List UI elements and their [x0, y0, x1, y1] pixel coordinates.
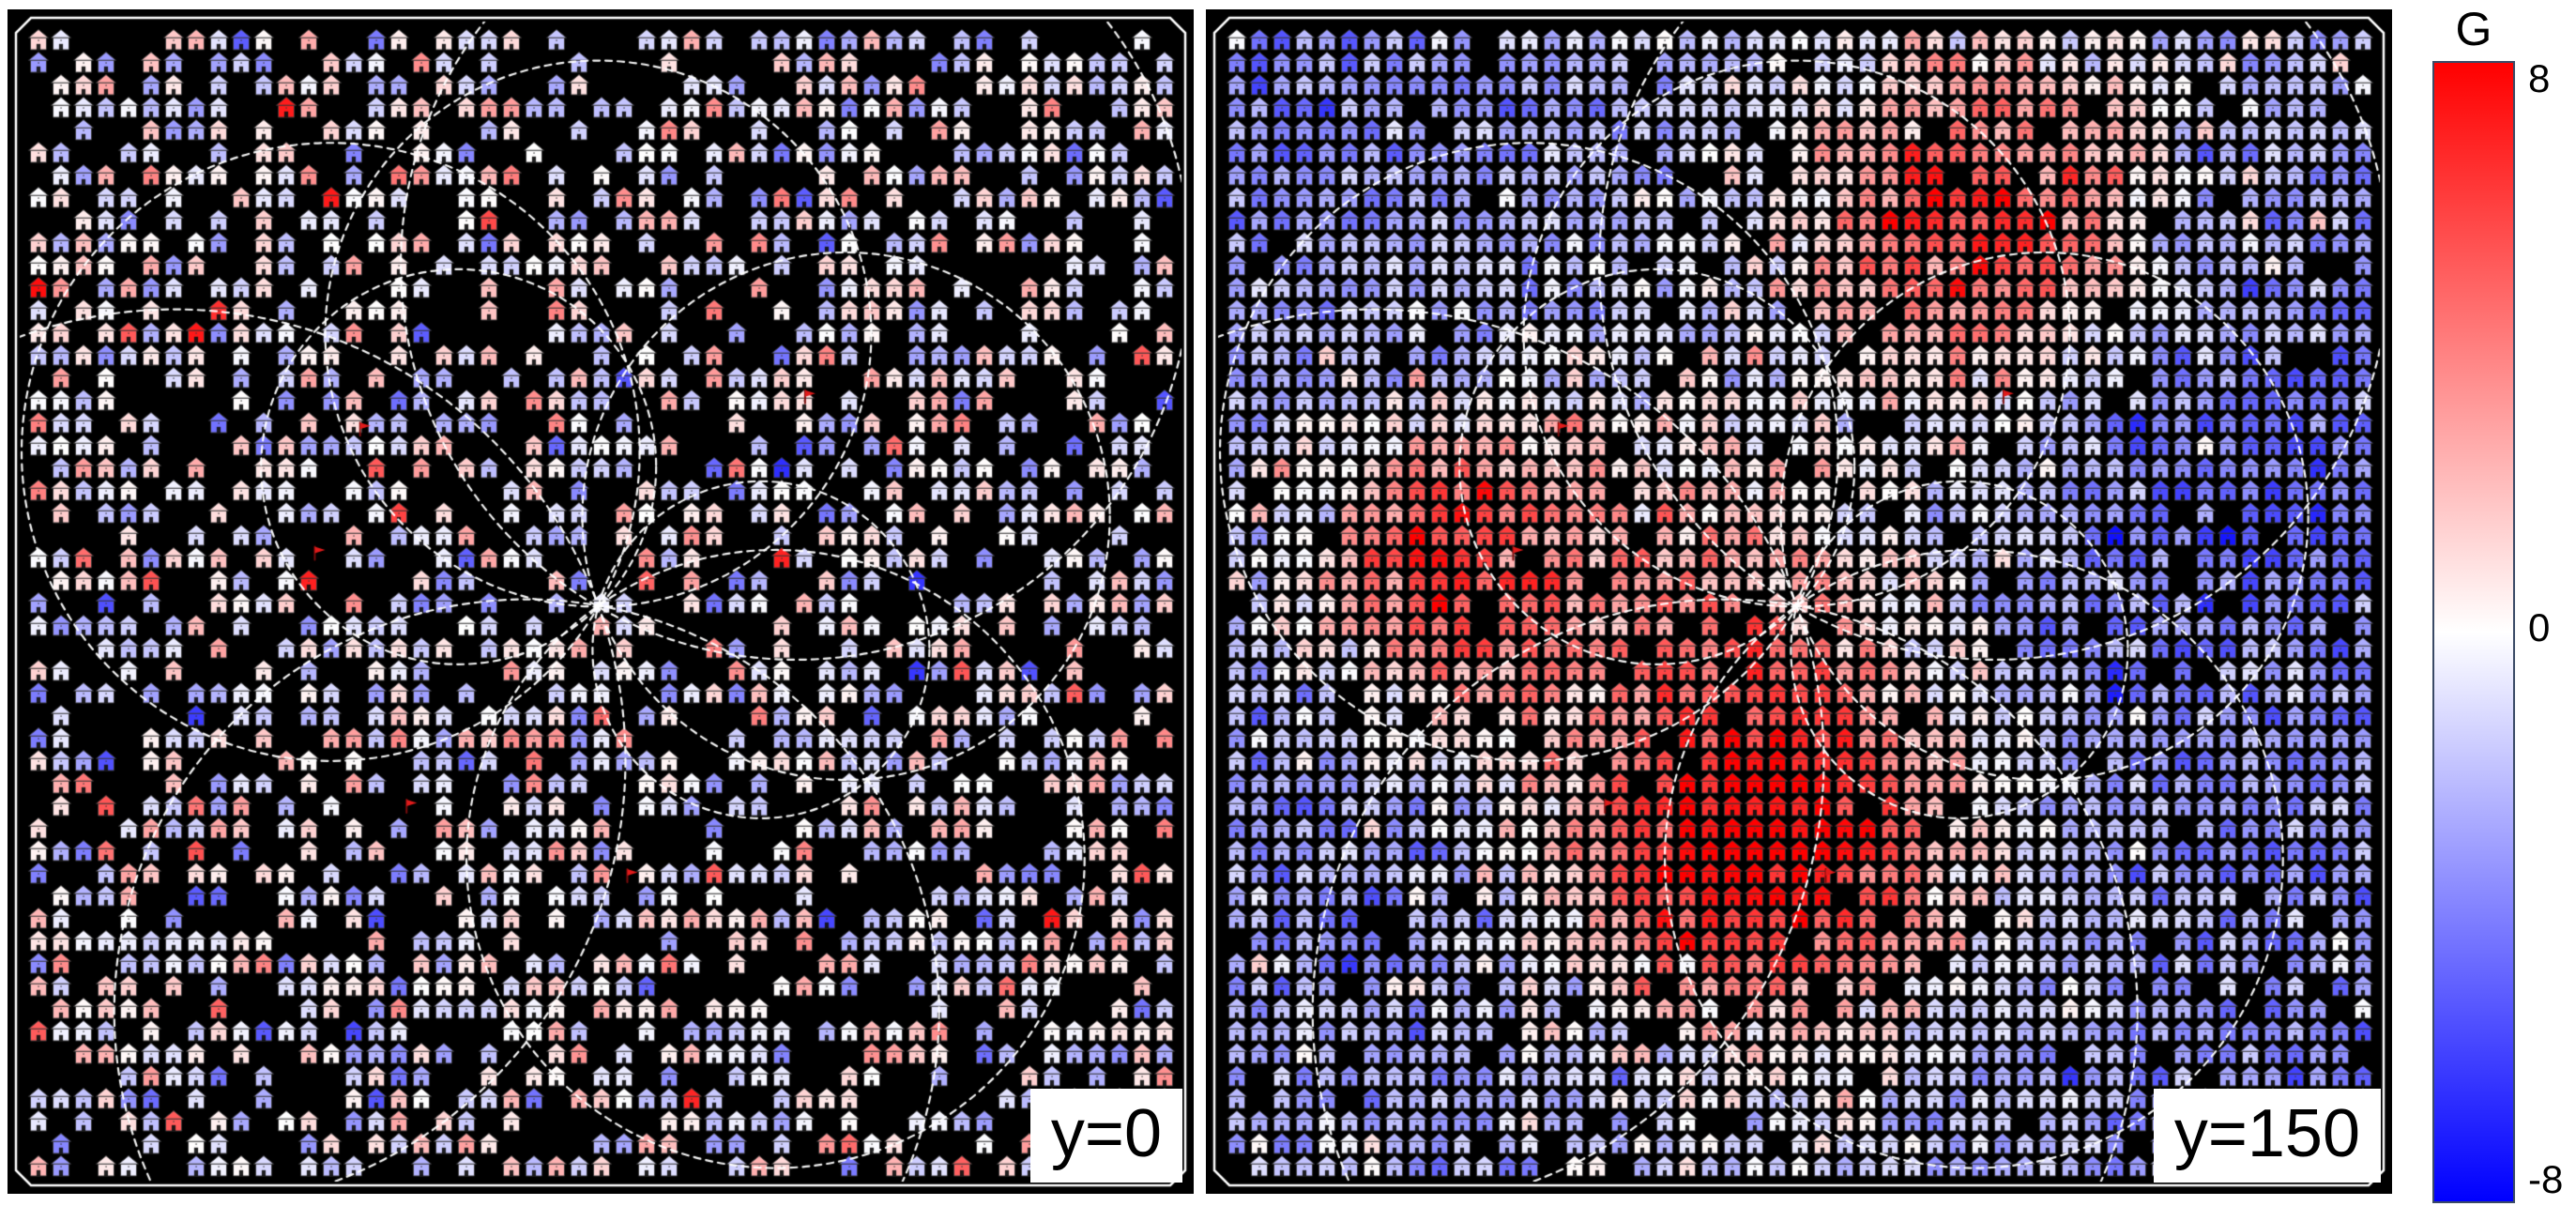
colorbar-title: G [2455, 3, 2492, 55]
colorbar-tick-max: 8 [2528, 56, 2551, 100]
colorbar-tick-min: -8 [2528, 1157, 2564, 1201]
house-grid-canvas-y0 [8, 9, 1194, 1194]
panel-y150: y=150 [1206, 9, 2392, 1194]
panel-label-y150: y=150 [2173, 1096, 2360, 1171]
panel-y0: y=0 [8, 9, 1194, 1194]
panel-label-box-y0: y=0 [1029, 1089, 1182, 1183]
colorbar-gradient [2432, 61, 2515, 1203]
house-grid-canvas-y150 [1206, 9, 2392, 1194]
colorbar-tick-zero: 0 [2528, 605, 2551, 649]
panel-label-box-y150: y=150 [2153, 1089, 2381, 1183]
panel-label-y0: y=0 [1050, 1096, 1162, 1171]
